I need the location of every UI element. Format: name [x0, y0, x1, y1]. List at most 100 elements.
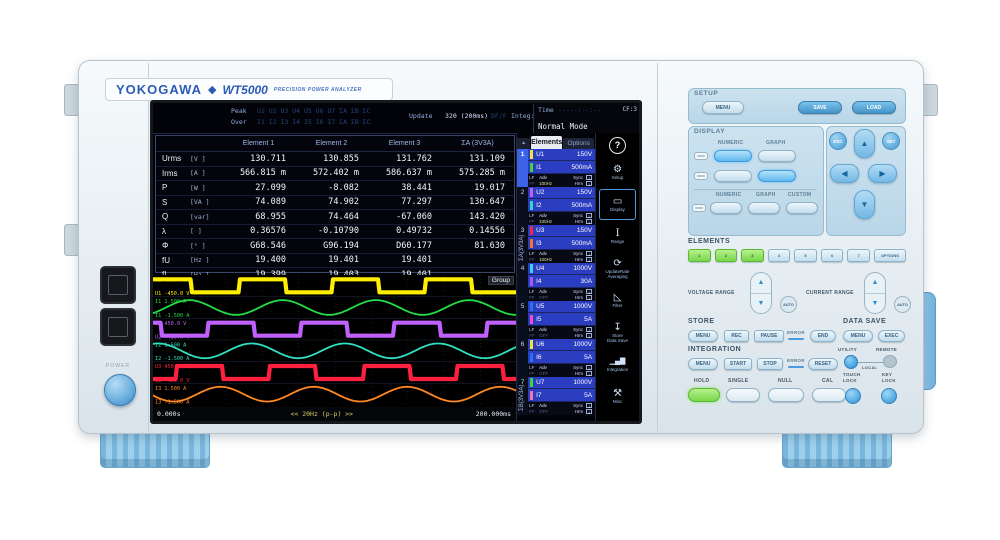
row-unit: [ ]	[190, 227, 202, 236]
custom-numeric-button[interactable]	[710, 202, 742, 214]
voltage-auto-button[interactable]: AUTO	[780, 296, 797, 313]
graph-display-button-2[interactable]	[758, 170, 796, 182]
help-icon[interactable]: ?	[609, 137, 627, 154]
store-rec-button[interactable]: REC	[724, 330, 749, 342]
hold-label: HOLD	[694, 378, 710, 384]
row-unit: [A ]	[190, 169, 206, 178]
update-label: Update	[409, 112, 433, 120]
element-key[interactable]: 1	[688, 249, 711, 262]
element-key[interactable]: 3	[741, 249, 764, 262]
value-element2: 74.902	[328, 197, 359, 208]
element-entry[interactable]: 5 U5 1000V I5 5A	[517, 301, 596, 339]
hold-button[interactable]	[688, 388, 720, 402]
current-auto-button[interactable]: AUTO	[894, 296, 911, 313]
esc-button[interactable]: ESC	[829, 132, 847, 150]
integration-start-button[interactable]: START	[724, 358, 752, 370]
power-button[interactable]	[104, 374, 136, 406]
element-number[interactable]: 3	[517, 225, 529, 263]
col-element3: Element 3	[388, 140, 421, 147]
value-element2: G96.194	[323, 240, 359, 251]
setup-menu-item[interactable]: ⚙ Setup	[611, 164, 624, 181]
graph-display-button[interactable]	[758, 150, 796, 162]
data-save-menu-button[interactable]: MENU	[843, 330, 873, 342]
integration-stop-button[interactable]: STOP	[757, 358, 783, 370]
element-key[interactable]: OPTIONS	[873, 249, 906, 262]
element-key[interactable]: 2	[714, 249, 738, 262]
tab-options[interactable]: Options	[563, 138, 595, 149]
element-number[interactable]: 7	[517, 377, 529, 415]
element-number[interactable]: 1	[517, 149, 529, 187]
store-menu-button[interactable]: MENU	[688, 330, 718, 342]
remote-indicator	[883, 355, 897, 368]
group-button[interactable]: Group	[487, 276, 514, 285]
load-button[interactable]: LOAD	[852, 101, 896, 114]
filter-menu-item[interactable]: ◺ Filter	[612, 292, 623, 309]
custom-custom-button[interactable]	[786, 202, 818, 214]
col-element1: Element 1	[242, 140, 275, 147]
element-entry[interactable]: 3 U3 150V I3 500mA	[517, 225, 596, 263]
element-number[interactable]: 4	[517, 263, 529, 301]
save-button[interactable]: SAVE	[798, 101, 842, 114]
voltage-range-rocker[interactable]: ▲ ▼	[750, 272, 772, 314]
time-value: -----:--:--	[558, 106, 602, 114]
arrow-right-button[interactable]: ▶	[868, 164, 897, 183]
voltage-color-chip	[530, 264, 534, 274]
utility-button[interactable]	[844, 355, 858, 369]
arrow-up-button[interactable]: ▲	[854, 129, 875, 158]
row-unit: [V ]	[190, 154, 206, 163]
lcd-screen[interactable]: Peak Over U1 U2 U3 U4 U5 U6 U7 ΣA ΣB ΣC …	[150, 100, 642, 424]
element-entry[interactable]: 4 U4 1000V I4 30A	[517, 263, 596, 301]
element-key[interactable]: 4	[767, 249, 791, 262]
softkey-rail: ? ⚙ Setup ▭ Display I Range ⟳ UpdateRate…	[595, 133, 639, 421]
custom-graph-button[interactable]	[748, 202, 780, 214]
over-indicators: I1 I2 I3 I4 I5 I6 I7 ΣA ΣB ΣC	[257, 118, 371, 126]
voltage-row: U2 150V	[528, 187, 596, 200]
element-number[interactable]: 2	[517, 187, 529, 225]
current-range-rocker[interactable]: ▲ ▼	[864, 272, 886, 314]
value-element3: 0.49732	[396, 226, 432, 237]
range-menu-item[interactable]: I Range	[610, 228, 625, 245]
data-save-exec-button[interactable]: EXEC	[878, 330, 905, 342]
element-entry[interactable]: 6 U6 1000V I6 5A	[517, 339, 596, 377]
integration-reset-button[interactable]: RESET	[808, 358, 838, 370]
element-key[interactable]: 6	[820, 249, 844, 262]
arrow-left-button[interactable]: ◀	[830, 164, 859, 183]
misc-menu-item[interactable]: ⚒ Misc	[612, 388, 623, 405]
table-row: Q [var] 68.955 74.464 -67.060 143.420	[156, 210, 514, 225]
element-entry[interactable]: 1 U1 150V I1 500mA	[517, 149, 596, 187]
value-element1: 566.815 m	[239, 168, 286, 179]
store-end-button[interactable]: END	[810, 330, 836, 342]
row-unit: [W ]	[190, 183, 206, 192]
element-key[interactable]: 7	[847, 249, 870, 262]
row-label: Urms	[162, 154, 182, 164]
element-entry[interactable]: 2 U2 150V I2 500mA	[517, 187, 596, 225]
integration-menu-item[interactable]: ▁▄▇ Integration	[606, 358, 629, 373]
setup-menu-button[interactable]: MENU	[702, 101, 744, 114]
arrow-down-button[interactable]: ▼	[854, 190, 875, 219]
scroll-up-icon[interactable]: ▲	[517, 138, 531, 149]
element-key[interactable]: 5	[794, 249, 817, 262]
store-pause-button[interactable]: PAUSE	[754, 330, 784, 342]
refresh-icon: ⟳	[613, 257, 622, 269]
touch-lock-button[interactable]	[845, 388, 861, 404]
element-entry[interactable]: 7 U7 1000V I7 5A	[517, 377, 596, 415]
null-button[interactable]	[768, 388, 804, 402]
key-lock-button[interactable]	[881, 388, 897, 404]
update-rate-menu-item[interactable]: ⟳ UpdateRate Averaging	[605, 257, 630, 280]
integration-menu-button[interactable]: MENU	[688, 358, 718, 370]
element-number[interactable]: 5	[517, 301, 529, 339]
cal-button[interactable]	[812, 388, 846, 402]
display-menu-item[interactable]: ▭ Display	[599, 189, 637, 220]
voltage-row: U6 1000V	[528, 339, 596, 352]
single-button[interactable]	[726, 388, 760, 402]
value-element3: -67.060	[396, 211, 432, 222]
tab-elements[interactable]: Elements	[531, 136, 563, 149]
current-row: I4 30A	[528, 275, 596, 288]
numeric-display-button[interactable]	[714, 150, 752, 162]
numeric-display-button-2[interactable]	[714, 170, 752, 182]
table-header-row: Element 1 Element 2 Element 3 ΣA (3V3A)	[156, 136, 514, 152]
store-menu-item[interactable]: ↧ Store Data Save	[607, 321, 629, 344]
element-number[interactable]: 6	[517, 339, 529, 377]
set-button[interactable]: SET	[882, 132, 900, 150]
